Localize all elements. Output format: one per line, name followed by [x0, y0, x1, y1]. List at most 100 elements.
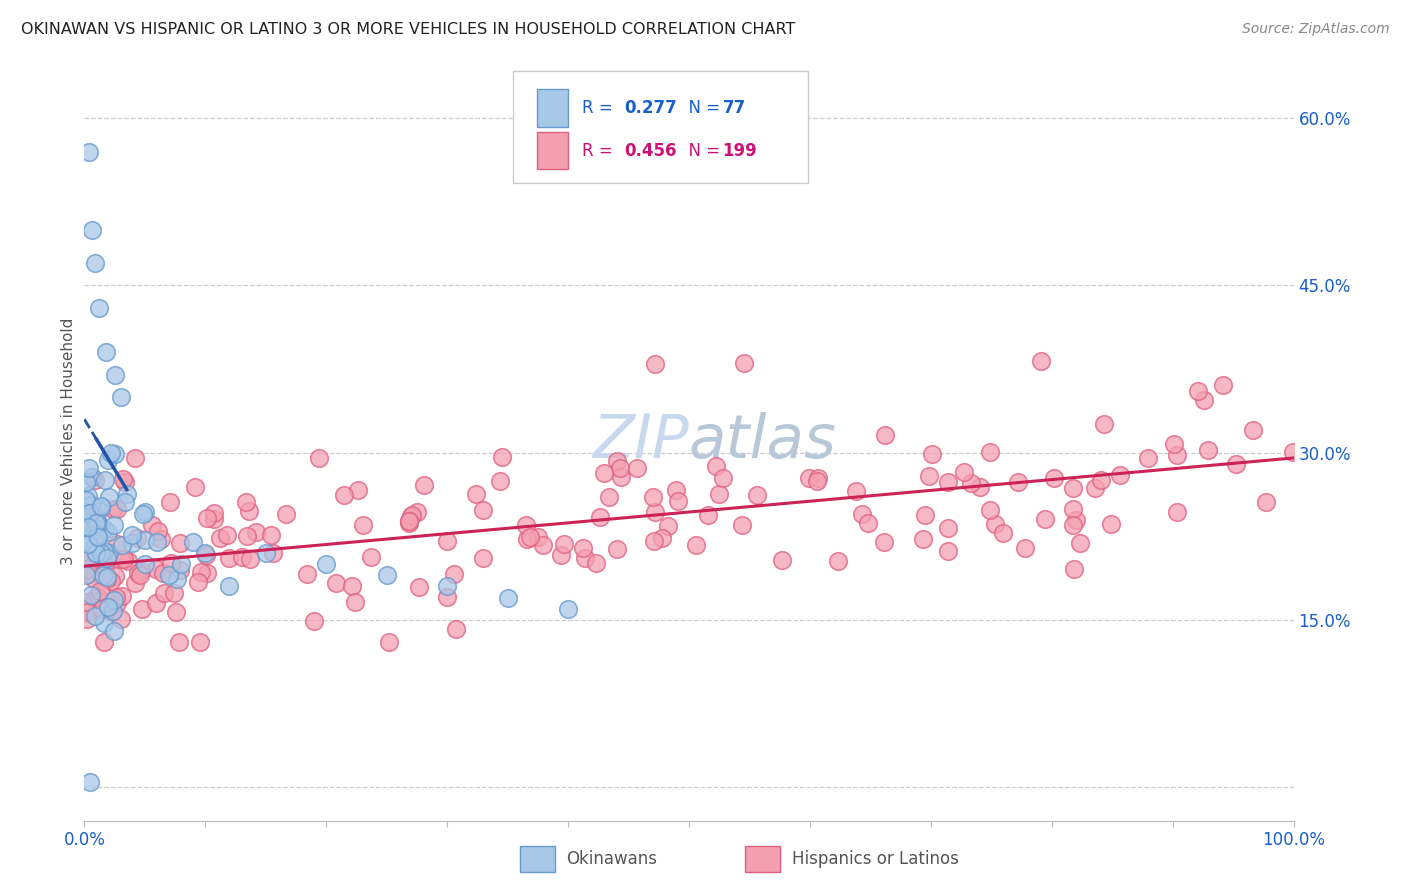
- Point: [187, 574, 209, 589]
- Point: [86, 512, 108, 526]
- Point: [157, 568, 180, 582]
- Point: [94, 560, 117, 574]
- Point: [1063, 518, 1085, 533]
- Point: [91, 524, 114, 539]
- Point: [132, 507, 155, 521]
- Point: [124, 575, 146, 590]
- Point: [84, 536, 107, 550]
- Point: [104, 447, 127, 461]
- Point: [593, 466, 616, 480]
- Point: [134, 557, 156, 572]
- Point: [239, 552, 262, 566]
- Point: [515, 517, 537, 532]
- Point: [110, 390, 132, 404]
- Point: [94, 345, 117, 359]
- Point: [936, 475, 959, 489]
- Point: [472, 551, 495, 566]
- Point: [195, 511, 218, 525]
- Point: [1109, 467, 1132, 482]
- Point: [217, 527, 239, 541]
- Point: [96, 551, 118, 566]
- Text: ZIP: ZIP: [592, 412, 689, 471]
- Text: N =: N =: [678, 142, 725, 160]
- Point: [96, 572, 118, 586]
- Point: [77, 489, 100, 503]
- Point: [707, 487, 730, 501]
- Point: [1136, 451, 1159, 466]
- Point: [991, 526, 1014, 541]
- Point: [1063, 562, 1085, 576]
- Point: [93, 635, 115, 649]
- Point: [238, 503, 260, 517]
- Point: [75, 532, 97, 546]
- Point: [98, 491, 121, 505]
- Point: [444, 622, 467, 636]
- Point: [160, 556, 183, 570]
- Point: [84, 546, 107, 560]
- Point: [398, 514, 420, 528]
- Point: [75, 516, 97, 531]
- Point: [557, 602, 579, 616]
- Point: [83, 572, 105, 586]
- Point: [153, 586, 176, 600]
- Point: [93, 544, 115, 558]
- Point: [114, 495, 136, 509]
- Point: [644, 505, 666, 519]
- Point: [979, 503, 1001, 517]
- Point: [295, 567, 318, 582]
- Point: [89, 544, 111, 558]
- Point: [553, 537, 575, 551]
- Point: [91, 567, 114, 582]
- Point: [845, 484, 868, 499]
- Point: [408, 581, 430, 595]
- Point: [87, 516, 110, 531]
- Point: [302, 614, 325, 628]
- Point: [1256, 494, 1278, 508]
- Point: [873, 535, 896, 549]
- Point: [181, 534, 204, 549]
- Point: [87, 301, 110, 315]
- Point: [1099, 517, 1122, 532]
- Point: [159, 495, 181, 509]
- Point: [969, 480, 991, 494]
- Point: [398, 516, 420, 531]
- Point: [84, 549, 107, 564]
- Point: [531, 538, 554, 552]
- Point: [983, 517, 1005, 532]
- Point: [914, 508, 936, 523]
- Point: [94, 473, 117, 487]
- Point: [80, 469, 103, 483]
- Point: [75, 492, 97, 507]
- Point: [91, 551, 114, 566]
- Point: [806, 471, 828, 485]
- Point: [97, 452, 120, 467]
- Y-axis label: 3 or more Vehicles in Household: 3 or more Vehicles in Household: [60, 318, 76, 566]
- Point: [149, 532, 172, 546]
- Point: [1282, 445, 1305, 459]
- Point: [76, 562, 98, 576]
- Point: [733, 356, 755, 371]
- Point: [84, 473, 107, 487]
- Point: [112, 551, 135, 566]
- Point: [125, 531, 148, 545]
- Point: [375, 568, 398, 582]
- Point: [1014, 541, 1036, 555]
- Point: [90, 601, 112, 615]
- Point: [134, 505, 156, 519]
- Point: [491, 450, 513, 464]
- Text: R =: R =: [582, 142, 619, 160]
- Point: [165, 605, 187, 619]
- Point: [77, 551, 100, 566]
- Point: [110, 552, 132, 566]
- Point: [806, 475, 828, 489]
- Point: [685, 538, 707, 552]
- Point: [276, 507, 298, 521]
- Point: [76, 541, 98, 556]
- Point: [262, 546, 284, 560]
- Point: [79, 506, 101, 520]
- Point: [114, 475, 136, 490]
- Text: N =: N =: [678, 99, 725, 117]
- Point: [105, 537, 128, 551]
- Text: atlas: atlas: [689, 412, 837, 471]
- Point: [170, 557, 193, 572]
